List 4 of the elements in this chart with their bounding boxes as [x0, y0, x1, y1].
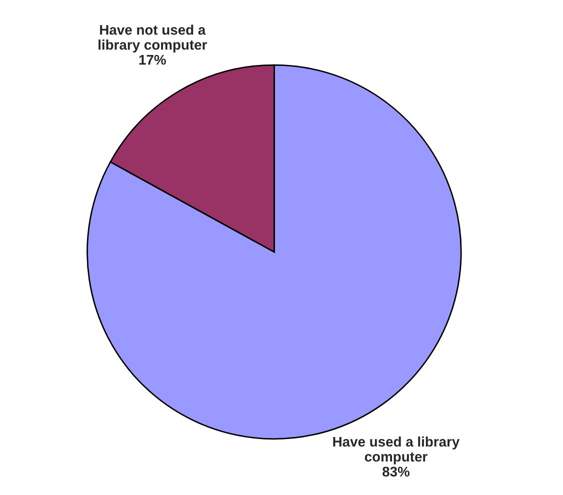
- slice-label: Have used a library computer: [333, 436, 460, 464]
- data-label: 83%: [382, 466, 410, 477]
- data-label: 17%: [139, 54, 166, 65]
- slice-label: Have not used a library computer: [98, 24, 207, 52]
